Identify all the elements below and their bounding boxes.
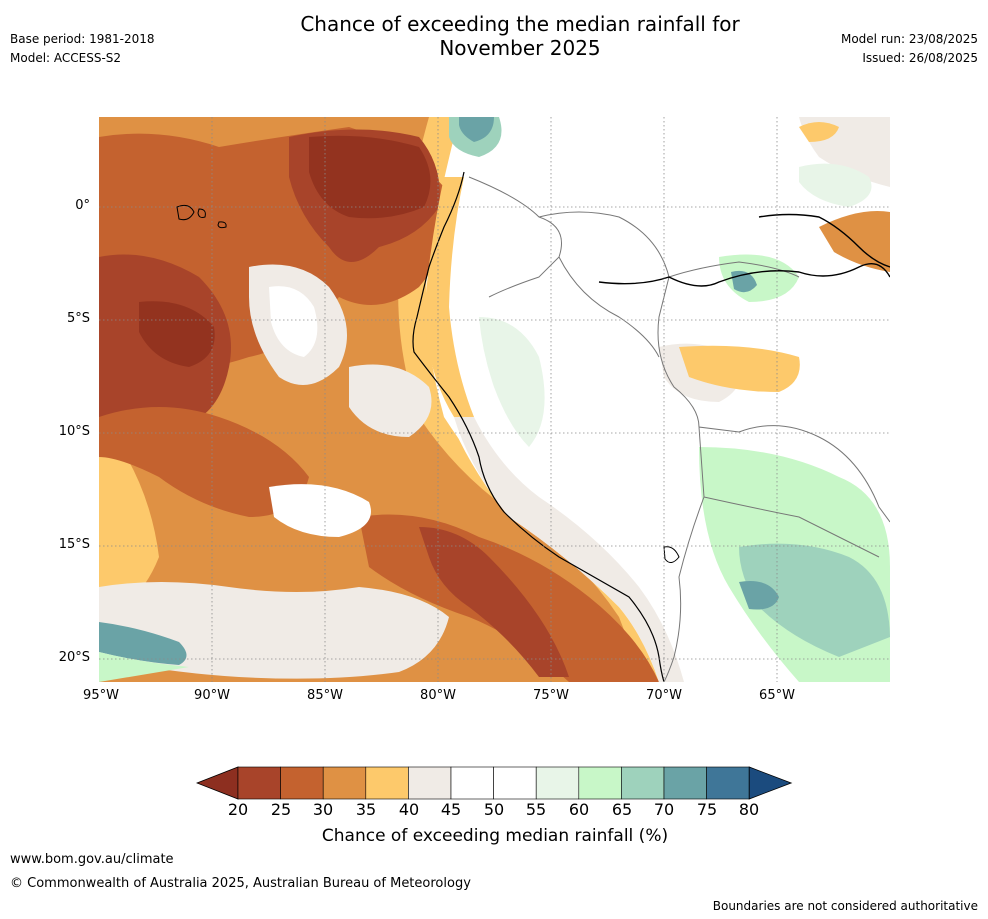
colorbar-segment-60 — [578, 766, 622, 800]
ocean-field-20-south — [419, 527, 569, 677]
colorbar-tick-35: 35 — [355, 800, 377, 819]
colorbar-tick-20: 20 — [227, 800, 249, 819]
colorbar-tick-60: 60 — [568, 800, 590, 819]
amazon-estuary — [758, 213, 890, 268]
galapagos-islands — [176, 204, 227, 229]
model-label: Model: ACCESS-S2 — [10, 51, 122, 65]
colorbar-tick-65: 65 — [611, 800, 633, 819]
lon-label-70w: 70°W — [646, 688, 682, 703]
rainfall-map — [99, 117, 890, 682]
colorbar-tick-70: 70 — [653, 800, 675, 819]
colorbar-high-extension — [748, 766, 793, 800]
colorbar-tick-55: 55 — [525, 800, 547, 819]
ocean-field-25-mid — [99, 407, 309, 517]
land-orange-ne — [819, 211, 890, 272]
map-title-line2: November 2025 — [439, 36, 601, 60]
colorbar-segment-40 — [408, 766, 452, 800]
colorbar-segment-20 — [237, 766, 281, 800]
colorbar-tick-40: 40 — [398, 800, 420, 819]
ocean-field-20-west — [139, 301, 215, 367]
lat-label-15s: 15°S — [58, 537, 90, 552]
lon-label-85w: 85°W — [307, 688, 343, 703]
colorbar-tick-30: 30 — [312, 800, 334, 819]
colorbar-low-extension — [196, 766, 239, 800]
coast-band-45 — [454, 417, 684, 682]
ocean-field-20-core — [309, 135, 431, 219]
colorbar-tick-25: 25 — [270, 800, 292, 819]
colorbar-tick-75: 75 — [696, 800, 718, 819]
ocean-neutral-3 — [349, 364, 432, 437]
coast-band-35 — [424, 177, 474, 417]
country-borders — [468, 176, 890, 682]
issued-label: Issued: 26/08/2025 — [862, 51, 978, 65]
land-teal-east — [739, 581, 779, 610]
colorbar-segment-25 — [280, 766, 324, 800]
ocean-teal-sw — [99, 622, 187, 665]
amazon-river — [598, 263, 890, 287]
lon-label-80w: 80°W — [420, 688, 456, 703]
lake-titicaca — [663, 546, 680, 563]
lon-label-75w: 75°W — [533, 688, 569, 703]
land-orange-central — [679, 345, 800, 392]
ocean-neutral-4 — [99, 582, 449, 679]
ocean-neutral-2 — [269, 286, 318, 357]
land-light-green-1 — [479, 317, 545, 447]
colorbar — [196, 766, 793, 800]
map-title: Chance of exceeding the median rainfall … — [200, 12, 840, 60]
colorbar-title: Chance of exceeding median rainfall (%) — [321, 826, 669, 846]
colorbar-segment-30 — [322, 766, 367, 800]
colorbar-segment-35 — [365, 766, 409, 800]
lat-label-10s: 10°S — [58, 424, 90, 439]
land-yellow-ne — [799, 122, 839, 142]
colorbar-segment-45 — [450, 766, 494, 800]
colorbar-segment-55 — [535, 766, 580, 800]
model-run-label: Model run: 23/08/2025 — [840, 32, 978, 46]
lat-label-20s: 20°S — [58, 650, 90, 665]
coastline — [412, 171, 665, 682]
colorbar-tick-80: 80 — [738, 800, 760, 819]
footer-copyright: © Commonwealth of Australia 2025, Austra… — [10, 876, 471, 891]
land-seafoam-east — [739, 543, 890, 657]
colorbar-segment-65 — [621, 766, 665, 800]
boundary-disclaimer: Boundaries are not considered authoritat… — [712, 899, 978, 913]
lat-label-0: 0° — [75, 198, 90, 213]
land-teal-nw — [459, 117, 494, 142]
lon-label-95w: 95°W — [83, 688, 119, 703]
colorbar-tick-45: 45 — [440, 800, 462, 819]
footer-url: www.bom.gov.au/climate — [10, 852, 174, 867]
lon-label-90w: 90°W — [194, 688, 230, 703]
map-title-line1: Chance of exceeding the median rainfall … — [300, 12, 740, 36]
land-light-green-ne — [799, 163, 872, 207]
base-period-label: Base period: 1981-2018 — [10, 32, 155, 46]
colorbar-segment-50 — [493, 766, 537, 800]
colorbar-tick-50: 50 — [483, 800, 505, 819]
colorbar-segment-70 — [663, 766, 707, 800]
lat-label-5s: 5°S — [66, 311, 90, 326]
ocean-green-sw — [99, 652, 189, 682]
ocean-neutral-5 — [269, 484, 371, 537]
lon-label-65w: 65°W — [759, 688, 795, 703]
colorbar-segment-75 — [706, 766, 750, 800]
